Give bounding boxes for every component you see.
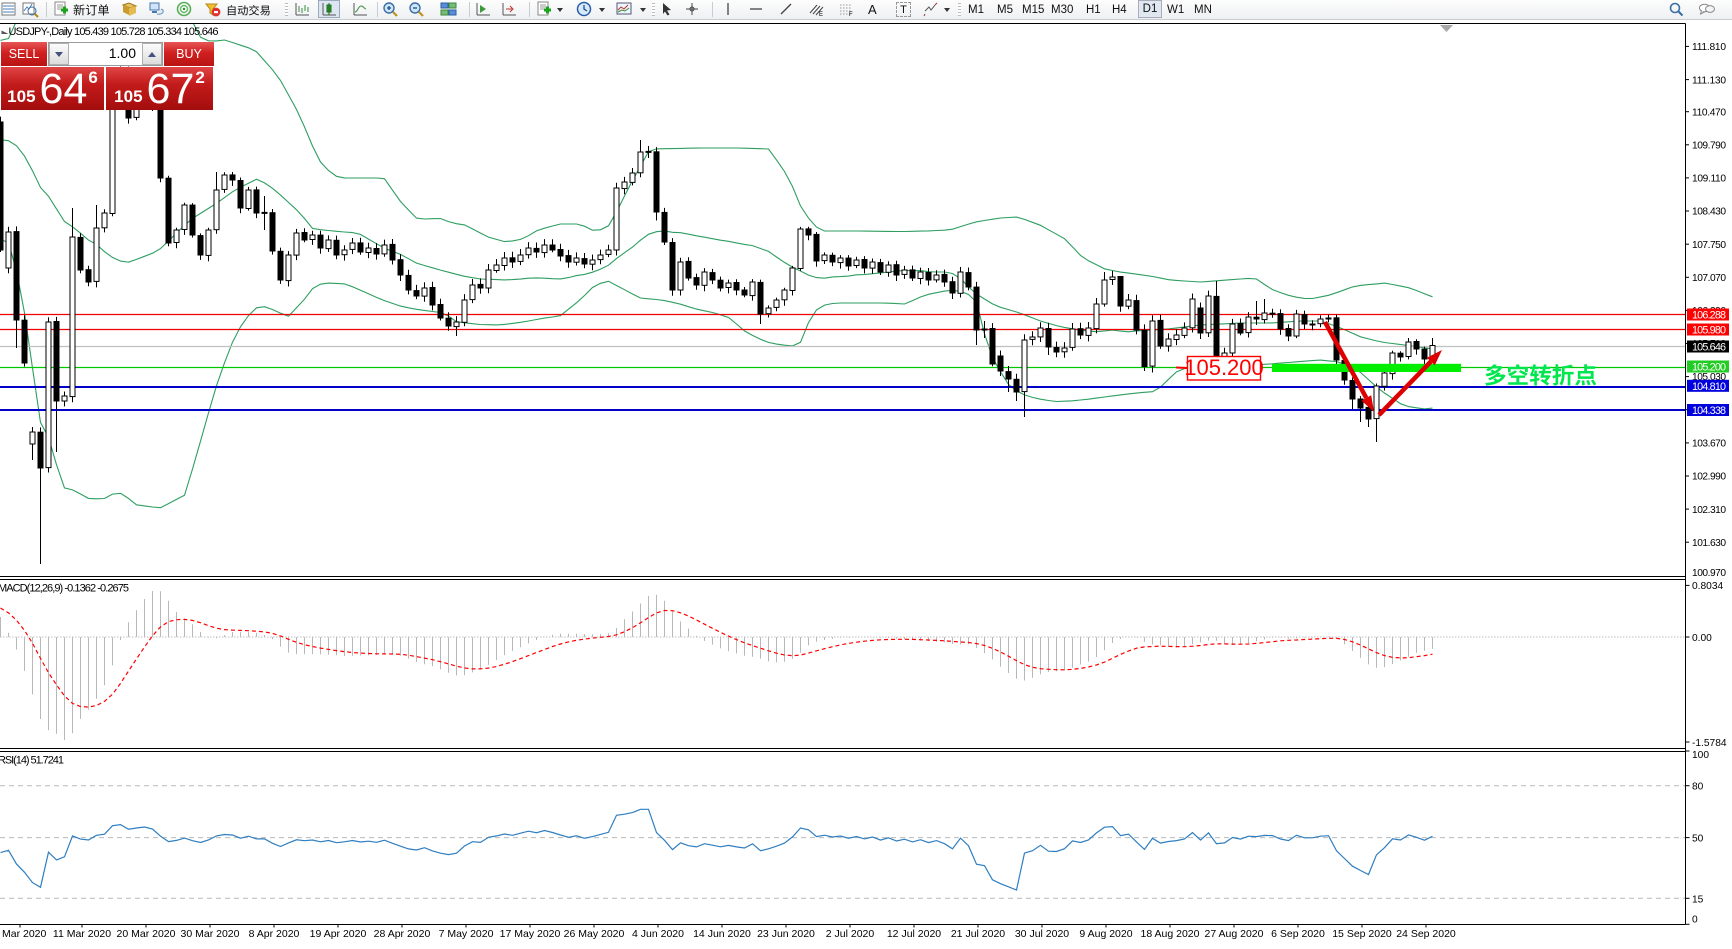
svg-text:0.00: 0.00	[1692, 633, 1712, 644]
svg-text:15 Sep 2020: 15 Sep 2020	[1332, 928, 1392, 940]
svg-text:102.990: 102.990	[1692, 472, 1726, 483]
svg-text:103.670: 103.670	[1692, 439, 1726, 450]
svg-text:7 May 2020: 7 May 2020	[439, 928, 494, 940]
svg-text:100.970: 100.970	[1692, 568, 1726, 579]
svg-text:106.288: 106.288	[1692, 310, 1726, 322]
svg-text:12 Jul 2020: 12 Jul 2020	[887, 928, 941, 940]
svg-text:6 Sep 2020: 6 Sep 2020	[1271, 928, 1325, 940]
svg-text:109.110: 109.110	[1692, 174, 1726, 185]
svg-text:17 May 2020: 17 May 2020	[500, 928, 561, 940]
svg-text:105.030: 105.030	[1692, 372, 1726, 383]
svg-text:2 Jul 2020: 2 Jul 2020	[826, 928, 875, 940]
svg-text:111.810: 111.810	[1692, 42, 1726, 53]
svg-text:-1.5784: -1.5784	[1692, 738, 1727, 749]
svg-text:101.630: 101.630	[1692, 538, 1726, 549]
svg-text:8 Apr 2020: 8 Apr 2020	[249, 928, 300, 940]
svg-text:9 Aug 2020: 9 Aug 2020	[1079, 928, 1132, 940]
svg-text:14 Jun 2020: 14 Jun 2020	[693, 928, 751, 940]
svg-text:0.8034: 0.8034	[1692, 581, 1723, 592]
svg-text:4 Jun 2020: 4 Jun 2020	[632, 928, 684, 940]
svg-text:11 Mar 2020: 11 Mar 2020	[53, 928, 111, 940]
svg-text:0: 0	[1692, 914, 1698, 925]
svg-text:MACD(12,26,9) -0.1362 -0.2675: MACD(12,26,9) -0.1362 -0.2675	[0, 583, 129, 595]
svg-text:28 Apr 2020: 28 Apr 2020	[374, 928, 431, 940]
svg-text:RSI(14) 51.7241: RSI(14) 51.7241	[0, 755, 64, 767]
svg-text:27 Aug 2020: 27 Aug 2020	[1205, 928, 1264, 940]
svg-text:24 Sep 2020: 24 Sep 2020	[1396, 928, 1456, 940]
svg-text:26 May 2020: 26 May 2020	[564, 928, 625, 940]
svg-text:105.200: 105.200	[1184, 355, 1264, 380]
svg-text:105.980: 105.980	[1692, 325, 1726, 337]
svg-text:105.646: 105.646	[1692, 342, 1726, 354]
svg-text:108.430: 108.430	[1692, 207, 1726, 218]
svg-text:30 Mar 2020: 30 Mar 2020	[181, 928, 240, 940]
svg-text:19 Apr 2020: 19 Apr 2020	[310, 928, 367, 940]
svg-text:104.338: 104.338	[1692, 405, 1726, 417]
svg-text:E: E	[819, 12, 823, 18]
svg-text:F: F	[849, 12, 853, 18]
svg-text:23 Jun 2020: 23 Jun 2020	[757, 928, 815, 940]
svg-text:30 Jul 2020: 30 Jul 2020	[1015, 928, 1069, 940]
svg-text:Mar 2020: Mar 2020	[2, 928, 47, 940]
svg-text:USDJPY-,Daily 105.439 105.728: USDJPY-,Daily 105.439 105.728 105.334 10…	[9, 26, 219, 38]
svg-text:109.790: 109.790	[1692, 141, 1726, 152]
svg-text:102.310: 102.310	[1692, 505, 1726, 516]
svg-text:100: 100	[1692, 750, 1709, 761]
svg-text:15: 15	[1692, 894, 1704, 905]
svg-text:20 Mar 2020: 20 Mar 2020	[117, 928, 176, 940]
svg-text:110.470: 110.470	[1692, 107, 1726, 118]
svg-text:21 Jul 2020: 21 Jul 2020	[951, 928, 1005, 940]
svg-text:107.750: 107.750	[1692, 240, 1726, 251]
svg-text:80: 80	[1692, 782, 1704, 793]
svg-text:18 Aug 2020: 18 Aug 2020	[1141, 928, 1200, 940]
svg-text:105.200: 105.200	[1692, 362, 1726, 374]
svg-text:107.070: 107.070	[1692, 273, 1726, 284]
svg-text:50: 50	[1692, 834, 1704, 845]
svg-text:111.130: 111.130	[1692, 75, 1726, 86]
svg-text:104.810: 104.810	[1692, 381, 1726, 393]
